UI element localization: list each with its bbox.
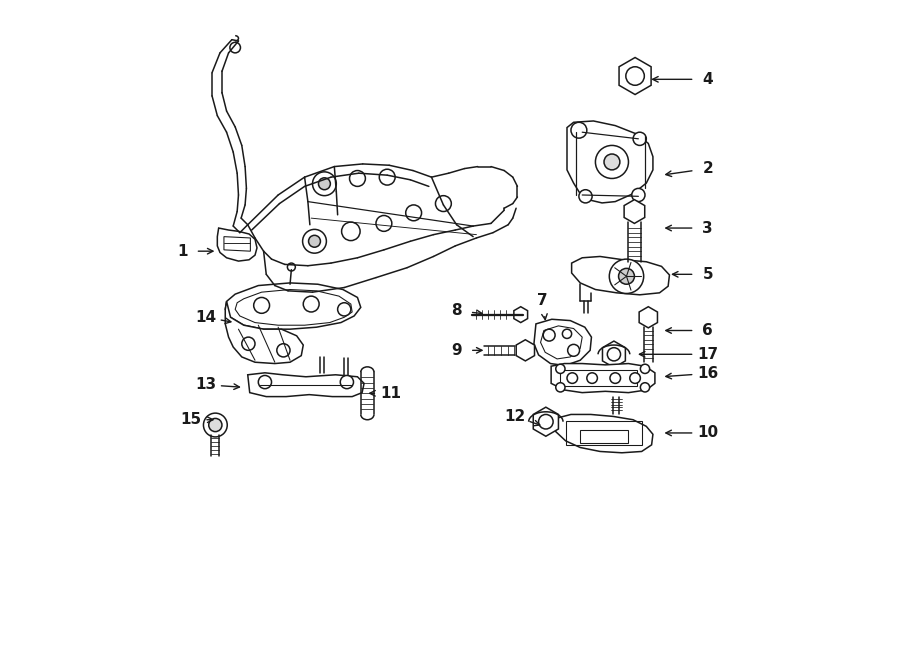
Polygon shape <box>217 228 257 261</box>
Circle shape <box>309 235 320 247</box>
Text: 14: 14 <box>195 310 216 325</box>
Text: 6: 6 <box>702 323 713 338</box>
Text: 12: 12 <box>504 409 526 424</box>
Polygon shape <box>534 319 591 366</box>
Polygon shape <box>534 407 558 436</box>
Circle shape <box>567 373 578 383</box>
Circle shape <box>618 268 634 284</box>
Circle shape <box>376 215 392 231</box>
Text: 17: 17 <box>698 347 718 362</box>
Polygon shape <box>248 373 364 397</box>
Circle shape <box>632 188 645 202</box>
Polygon shape <box>639 307 658 328</box>
Circle shape <box>258 375 272 389</box>
Circle shape <box>319 178 330 190</box>
Polygon shape <box>514 307 527 323</box>
Text: 15: 15 <box>180 412 202 427</box>
Circle shape <box>436 196 451 212</box>
Text: 5: 5 <box>703 267 713 282</box>
Circle shape <box>538 414 554 429</box>
Polygon shape <box>551 364 655 393</box>
Circle shape <box>342 222 360 241</box>
Circle shape <box>379 169 395 185</box>
Circle shape <box>302 229 327 253</box>
Circle shape <box>641 364 650 373</box>
Circle shape <box>626 67 644 85</box>
Polygon shape <box>619 58 651 95</box>
Circle shape <box>349 171 365 186</box>
Circle shape <box>604 154 620 170</box>
Circle shape <box>287 263 295 271</box>
Text: 10: 10 <box>698 426 718 440</box>
Polygon shape <box>517 340 535 361</box>
Text: 7: 7 <box>537 293 548 308</box>
Circle shape <box>579 190 592 203</box>
Polygon shape <box>225 283 361 329</box>
Text: 1: 1 <box>177 244 187 258</box>
Circle shape <box>556 383 565 392</box>
Text: 9: 9 <box>451 343 462 358</box>
Circle shape <box>571 122 587 138</box>
Text: 2: 2 <box>702 161 713 176</box>
Circle shape <box>568 344 580 356</box>
Circle shape <box>242 337 255 350</box>
Polygon shape <box>624 200 644 223</box>
Circle shape <box>610 373 620 383</box>
Circle shape <box>230 42 240 53</box>
Text: 11: 11 <box>380 386 401 401</box>
Circle shape <box>556 364 565 373</box>
Text: 13: 13 <box>195 377 216 392</box>
Circle shape <box>633 132 646 145</box>
Circle shape <box>338 303 351 316</box>
Circle shape <box>312 172 337 196</box>
Circle shape <box>277 344 290 357</box>
Text: 3: 3 <box>703 221 713 235</box>
Polygon shape <box>556 414 652 453</box>
Circle shape <box>609 259 644 293</box>
Polygon shape <box>225 301 303 364</box>
Circle shape <box>587 373 598 383</box>
Text: 4: 4 <box>703 72 713 87</box>
Polygon shape <box>567 121 652 203</box>
Circle shape <box>630 373 641 383</box>
Circle shape <box>254 297 269 313</box>
Circle shape <box>641 383 650 392</box>
Circle shape <box>406 205 421 221</box>
Circle shape <box>303 296 320 312</box>
Text: 8: 8 <box>451 303 462 318</box>
Circle shape <box>608 348 620 361</box>
Circle shape <box>562 329 572 338</box>
Circle shape <box>544 329 555 341</box>
Polygon shape <box>572 256 670 295</box>
Text: 16: 16 <box>698 366 718 381</box>
Polygon shape <box>602 341 626 368</box>
Circle shape <box>596 145 628 178</box>
Circle shape <box>340 375 354 389</box>
Circle shape <box>203 413 227 437</box>
Circle shape <box>209 418 222 432</box>
